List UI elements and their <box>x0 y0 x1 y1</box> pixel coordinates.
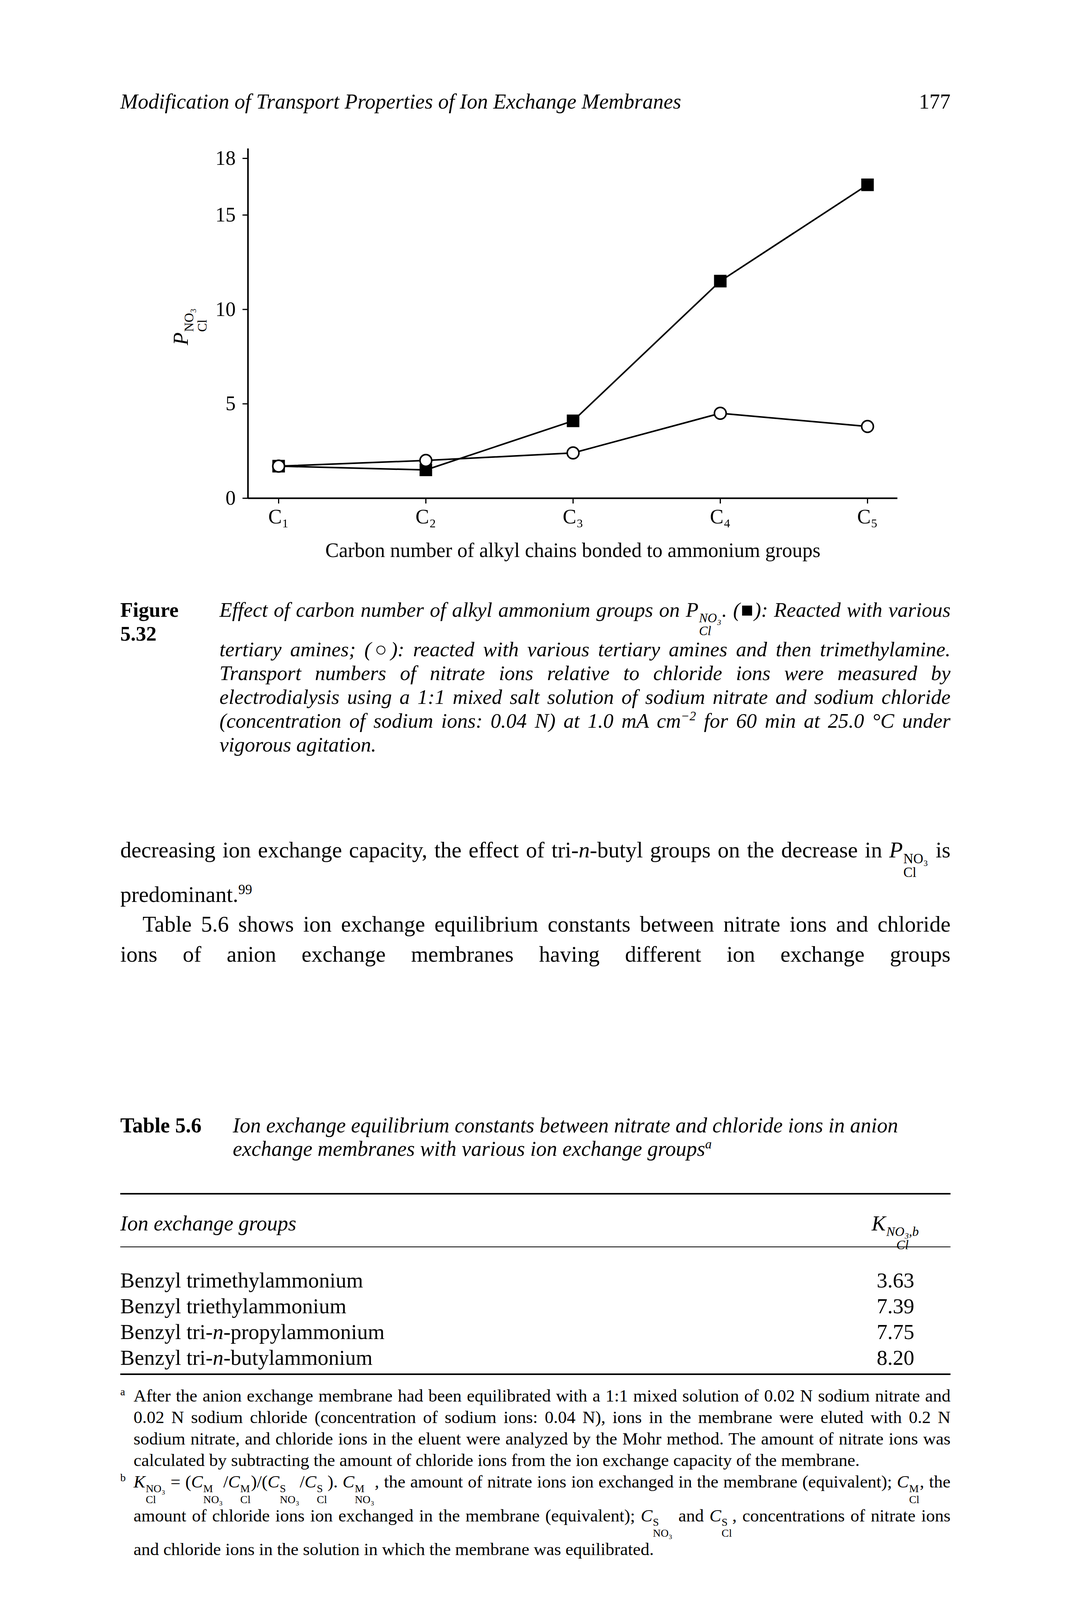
html-text:= (CM: = (CM <box>165 1471 213 1494</box>
html-text:Cl: Cl <box>909 1492 920 1505</box>
svg-text:10: 10 <box>215 297 236 321</box>
html-text:Cl: Cl <box>240 1492 251 1505</box>
html-text:)/(CS: )/(CS <box>251 1471 286 1494</box>
html-text:NO₃: NO₃ <box>652 1526 673 1539</box>
html-text:Benzyl tri- n -propylammonium: Benzyl tri- n -propylammonium <box>120 1319 385 1344</box>
html-text:Table 5.6 shows ion exchange e: Table 5.6 shows ion exchange equilibrium… <box>120 911 951 966</box>
html-text:and CS: and CS <box>672 1505 728 1528</box>
svg-text:18: 18 <box>215 146 236 170</box>
html-text:). CM: ). CM <box>327 1471 365 1494</box>
svg-text:C₅: C₅ <box>857 505 878 528</box>
html-text:. (■): Reacted with various te: . (■): Reacted with various tertiary ami… <box>219 598 951 756</box>
html-text:3.63: 3.63 <box>876 1267 915 1292</box>
html-text:Effect of carbon number of alk: Effect of carbon number of alkyl ammoniu… <box>219 598 722 625</box>
html-text:Benzyl tri- n -butylammonium: Benzyl tri- n -butylammonium <box>120 1345 373 1370</box>
html-text:, the amount of nitrate ions i: , the amount of nitrate ions ion exchang… <box>374 1471 919 1494</box>
html-text:, the amount of chloride ions: , the amount of chloride ions ion exchan… <box>133 1471 951 1528</box>
html-text:177: 177 <box>918 89 951 114</box>
html-text:Cl: Cl <box>721 1526 732 1539</box>
svg-text:0: 0 <box>225 486 236 509</box>
html-text:NO₃: NO₃ <box>203 1492 223 1505</box>
html-text:b: b <box>120 1471 126 1484</box>
html-text:8.20: 8.20 <box>876 1345 915 1370</box>
html-text:Cl: Cl <box>903 864 917 880</box>
html-text:decreasing ion exchange capaci: decreasing ion exchange capacity, the ef… <box>120 837 929 867</box>
html-text:Figure 5.32: Figure 5.32 <box>120 598 179 645</box>
html-text:Benzyl trimethylammonium: Benzyl trimethylammonium <box>120 1267 364 1292</box>
html-text:Cl: Cl <box>194 319 210 332</box>
html-text:KNO₃: KNO₃ <box>133 1471 166 1494</box>
svg-text:5: 5 <box>225 392 236 415</box>
html-text:NO₃: NO₃ <box>279 1492 300 1505</box>
svg-text:15: 15 <box>215 203 236 226</box>
html-text:KNO₃,b: KNO₃,b <box>871 1211 919 1239</box>
svg-text:C₂: C₂ <box>415 505 437 528</box>
html-text:Cl: Cl <box>145 1492 157 1505</box>
html-text:Modification of Transport Prop: Modification of Transport Properties of … <box>120 89 682 114</box>
svg-text:C₄: C₄ <box>709 505 731 528</box>
html-text:NO₃: NO₃ <box>181 308 197 332</box>
svg-text:Carbon number of alkyl chains: Carbon number of alkyl chains bonded to … <box>325 538 821 562</box>
svg-text:C₃: C₃ <box>562 505 584 528</box>
html-text:NO₃: NO₃ <box>354 1492 375 1505</box>
html-text:Ion exchange groups: Ion exchange groups <box>120 1211 297 1235</box>
html-text:a After the anion exchange mem: a After the anion exchange membrane had … <box>120 1385 951 1470</box>
html-text:/ CM: / CM <box>223 1471 250 1494</box>
html-text:Cl: Cl <box>316 1492 328 1505</box>
html-text:/ CS: / CS <box>299 1471 323 1494</box>
html-text:, concentrations of nitrate io: , concentrations of nitrate ions and chl… <box>133 1505 951 1559</box>
html-text:7.75: 7.75 <box>876 1319 915 1344</box>
html-text:is predominant.99: is predominant.99 <box>120 837 951 907</box>
html-text:Benzyl triethylammonium: Benzyl triethylammonium <box>120 1293 347 1318</box>
html-text:Cl: Cl <box>699 623 712 638</box>
html-text:Table 5.6: Table 5.6 <box>120 1113 202 1137</box>
html-text:Cl: Cl <box>896 1236 909 1252</box>
html-text:Ion exchange equilibrium const: Ion exchange equilibrium constants betwe… <box>232 1113 899 1161</box>
svg-text:C₁: C₁ <box>268 505 289 528</box>
html-text:7.39: 7.39 <box>876 1293 915 1318</box>
html-text:P: P <box>169 332 193 346</box>
